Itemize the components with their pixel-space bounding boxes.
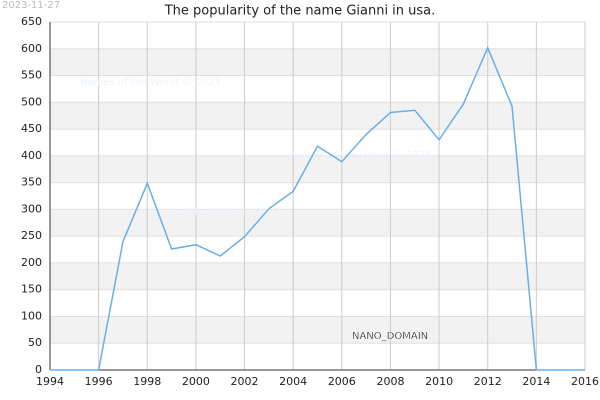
y-tick-label: 550 bbox=[21, 69, 42, 82]
date-stamp: 2023-11-27 bbox=[2, 0, 60, 11]
x-tick-label: 2010 bbox=[425, 375, 453, 388]
y-tick-label: 350 bbox=[21, 176, 42, 189]
grid-band bbox=[50, 102, 585, 130]
y-tick-label: 0 bbox=[35, 363, 42, 376]
x-tick-label: 2000 bbox=[182, 375, 210, 388]
watermark: Names of the World © 2023 bbox=[80, 77, 221, 88]
x-tick-label: 2002 bbox=[231, 375, 259, 388]
watermark: Names of the World © 2023 bbox=[140, 207, 281, 218]
y-tick-label: 500 bbox=[21, 95, 42, 108]
y-tick-label: 600 bbox=[21, 42, 42, 55]
x-tick-label: 2012 bbox=[474, 375, 502, 388]
line-series bbox=[50, 45, 585, 371]
y-tick-label: 200 bbox=[21, 256, 42, 269]
x-tick-label: 1996 bbox=[85, 375, 113, 388]
x-tick-label: 1994 bbox=[36, 375, 64, 388]
grid-band bbox=[50, 316, 585, 344]
plot-area bbox=[50, 22, 585, 370]
x-tick-label: 2004 bbox=[279, 375, 307, 388]
y-tick-label: 50 bbox=[28, 336, 42, 349]
grid-band bbox=[50, 48, 585, 76]
grid-band bbox=[50, 209, 585, 237]
y-tick-label: 450 bbox=[21, 122, 42, 135]
y-tick-label: 650 bbox=[21, 15, 42, 28]
stamp: NANO_DOMAIN bbox=[352, 331, 428, 342]
y-tick-label: 150 bbox=[21, 283, 42, 296]
chart-title: The popularity of the name Gianni in usa… bbox=[164, 4, 436, 19]
x-tick-label: 2006 bbox=[328, 375, 356, 388]
x-tick-label: 1998 bbox=[133, 375, 161, 388]
y-tick-label: 250 bbox=[21, 229, 42, 242]
y-tick-label: 300 bbox=[21, 202, 42, 215]
grid-band bbox=[50, 262, 585, 290]
x-tick-label: 2008 bbox=[376, 375, 404, 388]
watermark: Names of the World © 2023 bbox=[290, 150, 431, 161]
y-tick-label: 100 bbox=[21, 309, 42, 322]
grid-band bbox=[50, 155, 585, 183]
y-tick-label: 400 bbox=[21, 149, 42, 162]
x-tick-label: 2016 bbox=[571, 375, 599, 388]
x-tick-label: 2014 bbox=[522, 375, 550, 388]
